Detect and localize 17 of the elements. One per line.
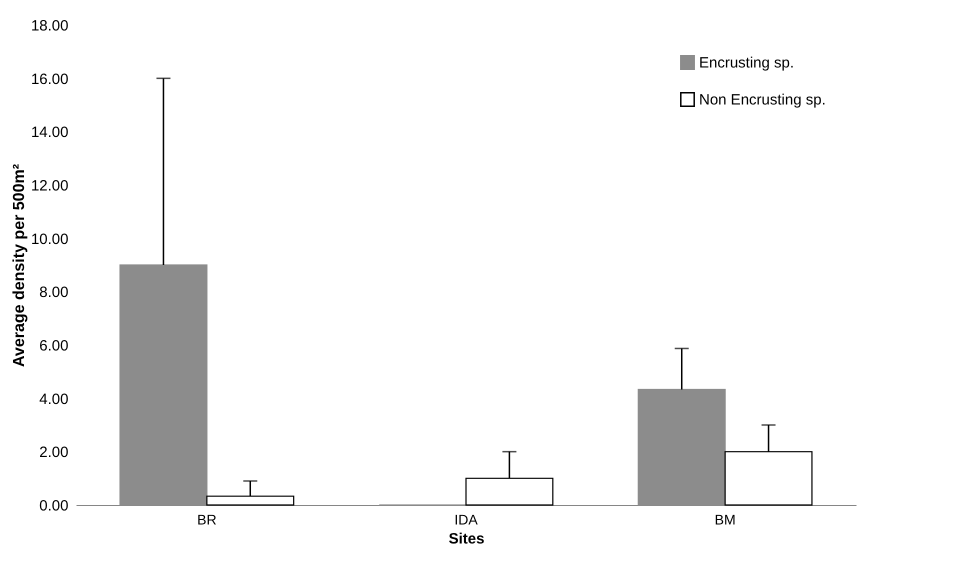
legend-label: Encrusting sp.: [699, 54, 794, 72]
y-tick-label: 16.00: [30, 70, 68, 88]
x-axis-title: Sites: [448, 530, 484, 548]
y-tick-label: 12.00: [30, 178, 68, 194]
y-tick-label: 10.00: [30, 230, 68, 248]
x-tick-label: BR: [197, 512, 217, 528]
y-tick-label: 18.00: [30, 18, 68, 34]
legend-label: Non Encrusting sp.: [699, 92, 826, 108]
x-tick-label: IDA: [454, 512, 478, 528]
y-tick-label: 2.00: [39, 444, 68, 462]
x-tick-label: BM: [714, 512, 736, 528]
y-tick-label: 6.00: [39, 338, 68, 354]
y-tick-label: 4.00: [39, 390, 68, 408]
y-axis-title: Average density per 500m²: [10, 164, 28, 368]
y-tick-label: 14.00: [30, 124, 68, 142]
y-tick-label: 0.00: [39, 498, 68, 514]
y-tick-label: 8.00: [39, 284, 68, 302]
